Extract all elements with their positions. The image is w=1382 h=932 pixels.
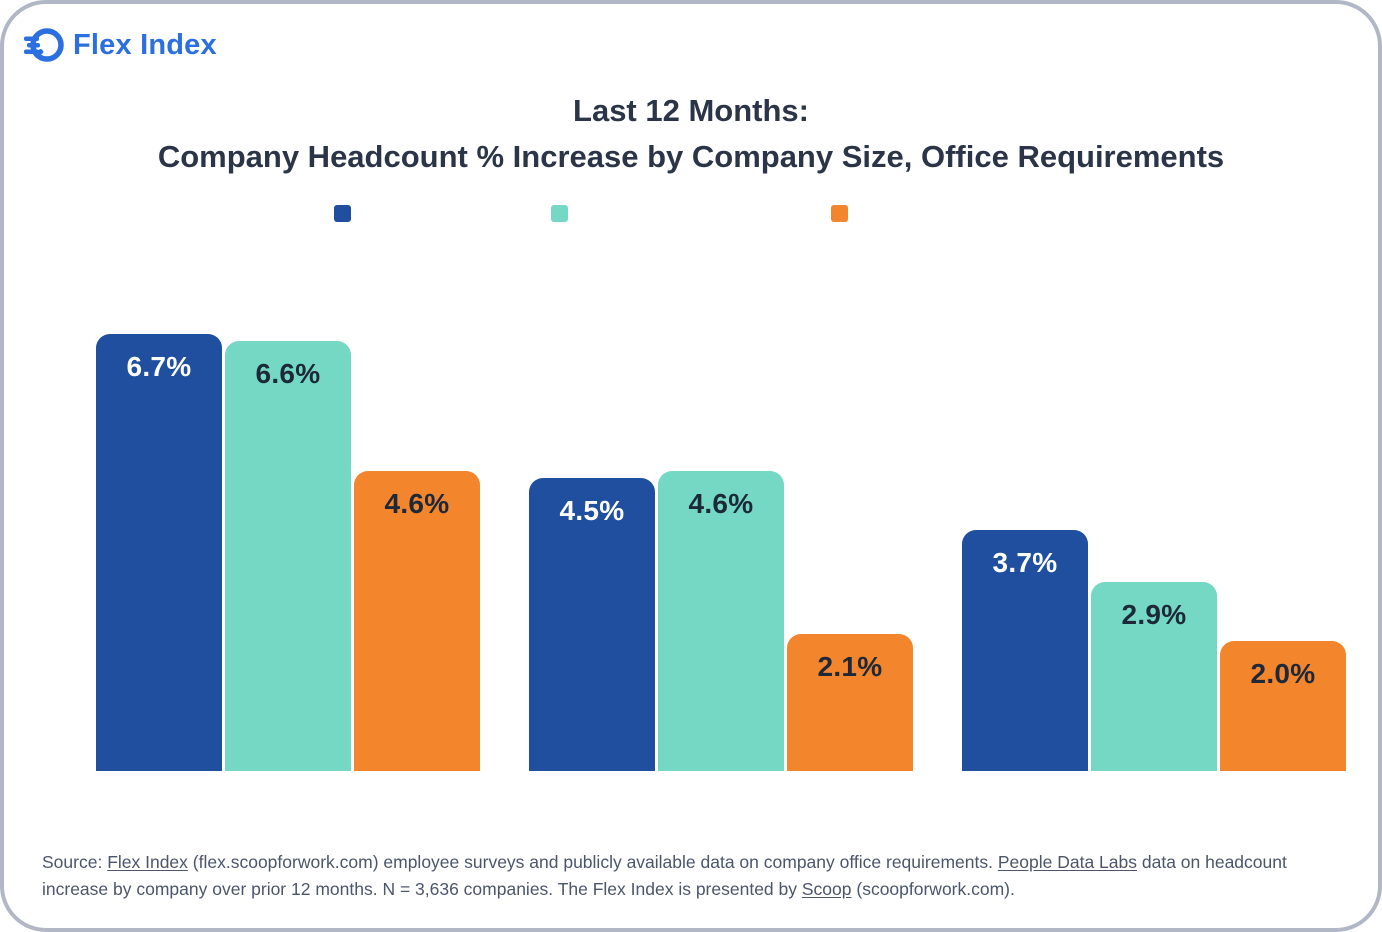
source-footnote: Source: Flex Index (flex.scoopforwork.co… [42,849,1352,903]
bar-group3-series2: 2.9% [1091,582,1217,771]
bar-value-label: 4.5% [559,495,625,526]
bar-group2-series3: 2.1% [787,634,913,771]
source-text: (scoopforwork.com). [851,879,1015,899]
flex-index-logo-icon [24,28,64,62]
legend-item-0 [334,205,359,222]
bar-group1-series1: 6.7% [96,334,222,771]
legend-item-1 [551,205,576,222]
bar-group2-series2: 4.6% [658,471,784,771]
flex-index-logo: Flex Index [24,24,217,66]
bar-group3-series3: 2.0% [1220,641,1346,771]
bar-group1-series2: 6.6% [225,341,351,771]
bar-group3-series1: 3.7% [962,530,1088,771]
source-text: data on headcount increase by company ov… [42,852,1287,899]
bar-value-label: 4.6% [688,488,754,519]
bar-value-label: 2.0% [1250,658,1316,689]
bar-value-label: 2.1% [817,651,883,682]
legend-swatch-icon [831,205,848,222]
bar-group1-series3: 4.6% [354,471,480,771]
bar-group2-series1: 4.5% [529,478,655,771]
chart-title-line-2: Company Headcount % Increase by Company … [157,139,1225,174]
legend-swatch-icon [551,205,568,222]
flex-index-logo-text: Flex Index [73,28,217,61]
source-link-flex-index[interactable]: Flex Index [107,852,188,872]
source-link-scoop[interactable]: Scoop [801,879,852,899]
bar-value-label: 6.6% [255,358,321,389]
bar-value-label: 6.7% [126,351,192,382]
bar-chart-plot-area: 6.7% 4.5% 3.7% 6.6% 4.6% 2.9% 4.6% 2.1% 2.0% [4,4,1378,928]
chart-title: Last 12 Months: Company Headcount % Incr… [4,88,1378,180]
bar-value-label: 4.6% [384,488,450,519]
legend-swatch-icon [334,205,351,222]
source-text: (flex.scoopforwork.com) employee surveys… [187,852,998,872]
bar-value-label: 2.9% [1121,599,1187,630]
chart-title-line-1: Last 12 Months: [573,93,809,128]
source-link-people-data-labs[interactable]: People Data Labs [997,852,1137,872]
source-text: Source: [42,852,108,872]
legend-item-2 [831,205,856,222]
bar-value-label: 3.7% [992,547,1058,578]
